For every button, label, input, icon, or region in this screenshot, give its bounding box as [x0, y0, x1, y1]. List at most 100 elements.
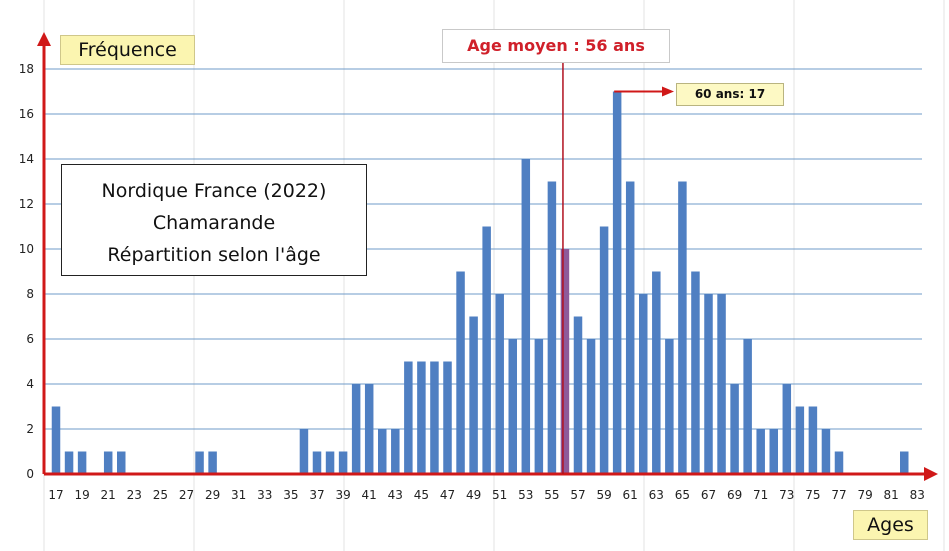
- x-tick-label: 55: [544, 488, 559, 502]
- chart-title-box: Nordique France (2022) Chamarande Répart…: [61, 164, 367, 276]
- bar: [430, 361, 439, 474]
- bar: [639, 294, 648, 474]
- x-tick-label: 57: [570, 488, 585, 502]
- bar: [77, 451, 87, 474]
- bar: [652, 271, 661, 474]
- x-tick-label: 29: [205, 488, 220, 502]
- y-tick-label: 6: [26, 332, 34, 346]
- x-tick-label: 53: [518, 488, 533, 502]
- chart-title-line-2: Chamarande: [152, 212, 276, 234]
- y-tick-label: 4: [26, 377, 34, 391]
- chart-title-line-1: Nordique France (2022): [101, 180, 327, 202]
- x-tick-label: 45: [414, 488, 429, 502]
- x-tick-label: 77: [831, 488, 846, 502]
- x-tick-label: 31: [231, 488, 246, 502]
- x-tick-label: 23: [127, 488, 142, 502]
- bar: [625, 181, 635, 474]
- y-tick-label: 12: [19, 197, 34, 211]
- x-tick-label: 81: [884, 488, 899, 502]
- x-tick-label: 43: [388, 488, 403, 502]
- bar: [665, 339, 674, 474]
- x-tick-label: 59: [596, 488, 611, 502]
- bar: [795, 406, 805, 474]
- bar: [325, 451, 335, 474]
- y-axis-ticks: 0 2 4 6 8 10 12 14 16 18: [19, 62, 34, 481]
- x-tick-label: 35: [283, 488, 298, 502]
- bar: [495, 294, 504, 474]
- x-tick-label: 39: [335, 488, 350, 502]
- bar: [103, 451, 113, 474]
- x-tick-label: 41: [362, 488, 377, 502]
- bar: [782, 384, 792, 474]
- bar: [469, 316, 478, 474]
- x-tick-label: 67: [701, 488, 716, 502]
- bar: [351, 384, 361, 474]
- bar: [900, 451, 909, 474]
- x-tick-label: 33: [257, 488, 272, 502]
- y-tick-label: 18: [19, 62, 34, 76]
- y-axis-arrow-icon: [37, 32, 51, 46]
- bar: [599, 226, 609, 474]
- x-tick-label: 49: [466, 488, 481, 502]
- y-axis-label: Fréquence: [60, 35, 195, 65]
- bar: [834, 451, 844, 474]
- overlays: [562, 63, 674, 474]
- bar: [573, 316, 583, 474]
- x-tick-label: 79: [857, 488, 872, 502]
- bar: [691, 271, 700, 474]
- bar: [521, 159, 531, 474]
- bar: [208, 451, 217, 474]
- annotation-arrow-icon: [662, 86, 674, 97]
- x-tick-label: 47: [440, 488, 455, 502]
- bar: [704, 294, 713, 474]
- x-tick-label: 69: [727, 488, 742, 502]
- bar: [64, 451, 74, 474]
- bar: [612, 91, 622, 474]
- bar: [717, 294, 726, 474]
- bar: [756, 429, 765, 474]
- x-axis-ticks: 17 19 21 23 25 27 29 31 33 35 37 39 41 43 45 47 49 51 53 55…: [48, 488, 925, 502]
- y-tick-label: 10: [19, 242, 34, 256]
- y-tick-label: 16: [19, 107, 34, 121]
- bar: [730, 384, 739, 474]
- x-axis-label: Ages: [853, 510, 928, 540]
- x-tick-label: 65: [675, 488, 690, 502]
- x-axis-arrow-icon: [924, 467, 938, 481]
- bar: [508, 339, 517, 474]
- x-tick-label: 83: [910, 488, 925, 502]
- bar: [299, 429, 309, 474]
- bar: [364, 384, 374, 474]
- bar: [456, 271, 465, 474]
- bar: [404, 361, 413, 474]
- x-tick-label: 25: [153, 488, 168, 502]
- bar: [547, 181, 557, 474]
- x-tick-label: 21: [101, 488, 116, 502]
- mean-age-label: Age moyen : 56 ans: [442, 29, 670, 63]
- axes: [37, 32, 938, 481]
- x-tick-label: 71: [753, 488, 768, 502]
- peak-annotation-label: 60 ans: 17: [676, 83, 784, 106]
- x-tick-label: 75: [805, 488, 820, 502]
- x-tick-label: 51: [492, 488, 507, 502]
- y-tick-label: 2: [26, 422, 34, 436]
- bar: [769, 429, 778, 474]
- y-tick-label: 0: [26, 467, 34, 481]
- bar: [338, 451, 348, 474]
- y-tick-label: 14: [19, 152, 34, 166]
- x-tick-label: 63: [649, 488, 664, 502]
- bar: [195, 451, 204, 474]
- bar: [743, 339, 752, 474]
- bars: [51, 91, 909, 474]
- y-tick-label: 8: [26, 287, 34, 301]
- bar: [443, 361, 452, 474]
- chart-title-line-3: Répartition selon l'âge: [107, 244, 321, 266]
- bar: [482, 226, 491, 474]
- x-tick-label: 61: [623, 488, 638, 502]
- x-tick-label: 19: [74, 488, 89, 502]
- bar: [586, 339, 596, 474]
- bar: [534, 339, 544, 474]
- bar: [312, 451, 322, 474]
- bar: [391, 429, 400, 474]
- bar: [678, 181, 687, 474]
